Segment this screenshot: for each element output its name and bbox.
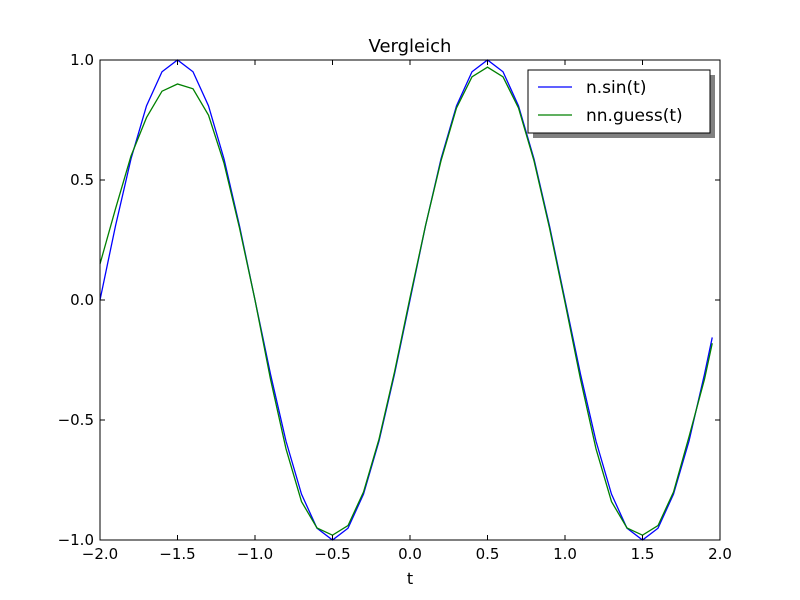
legend: n.sin(t) nn.guess(t): [527, 69, 715, 138]
y-tick-label: −1.0: [58, 531, 94, 549]
legend-label: n.sin(t): [586, 78, 646, 98]
series-line-guess: [99, 66, 713, 536]
y-tick-label: −0.5: [58, 411, 94, 429]
x-tick-label: −1.0: [237, 545, 273, 563]
y-tick-label: 0.0: [70, 291, 94, 309]
x-tick-label: 1.0: [553, 545, 577, 563]
x-tick-label: 1.5: [631, 545, 655, 563]
y-tick-label: 0.5: [70, 171, 94, 189]
x-tick-label: −2.0: [82, 545, 118, 563]
x-tick-label: 2.0: [708, 545, 732, 563]
y-axis: −1.0 −0.5 0.0 0.5 1.0: [58, 51, 720, 549]
x-tick-label: 0.5: [476, 545, 500, 563]
plot-area: [99, 59, 721, 541]
chart-title: Vergleich: [369, 36, 452, 57]
x-tick-label: 0.0: [398, 545, 422, 563]
x-axis: −2.0 −1.5 −1.0 −0.5 0.0 0.5 1.0 1.5 2.0: [82, 60, 732, 563]
y-tick-label: 1.0: [70, 51, 94, 69]
x-axis-label: t: [407, 569, 413, 588]
legend-label: nn.guess(t): [586, 106, 683, 126]
legend-box: [527, 69, 711, 134]
x-tick-label: −0.5: [314, 545, 350, 563]
x-tick-label: −1.5: [159, 545, 195, 563]
